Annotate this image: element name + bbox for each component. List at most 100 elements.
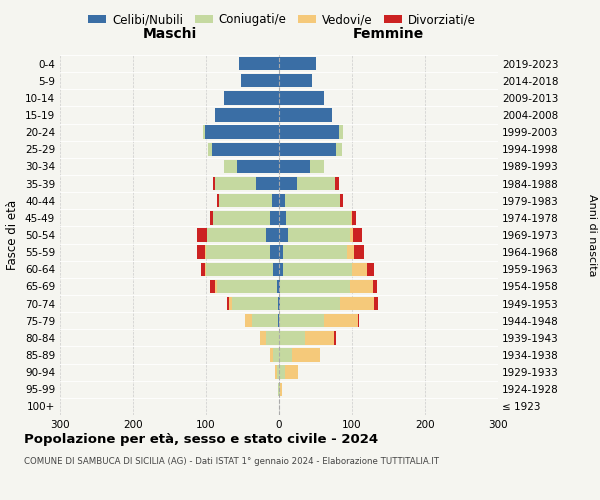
Bar bbox=[354, 246, 364, 259]
Bar bbox=[214, 177, 215, 190]
Bar bbox=[292, 348, 320, 362]
Bar bbox=[352, 211, 356, 224]
Bar bbox=[197, 228, 207, 241]
Bar bbox=[229, 297, 232, 310]
Bar bbox=[280, 382, 282, 396]
Bar bbox=[227, 297, 229, 310]
Bar bbox=[239, 57, 279, 70]
Legend: Celibi/Nubili, Coniugati/e, Vedovi/e, Divorziati/e: Celibi/Nubili, Coniugati/e, Vedovi/e, Di… bbox=[83, 8, 481, 31]
Bar bbox=[215, 280, 217, 293]
Bar bbox=[207, 228, 208, 241]
Bar bbox=[339, 126, 343, 139]
Bar bbox=[340, 297, 374, 310]
Bar bbox=[278, 314, 279, 328]
Bar bbox=[270, 246, 279, 259]
Bar bbox=[279, 91, 324, 104]
Bar bbox=[334, 331, 336, 344]
Bar bbox=[224, 91, 279, 104]
Bar bbox=[279, 246, 283, 259]
Bar bbox=[260, 331, 266, 344]
Bar bbox=[279, 314, 324, 328]
Bar bbox=[252, 314, 278, 328]
Bar bbox=[285, 194, 340, 207]
Bar bbox=[214, 211, 270, 224]
Bar bbox=[280, 280, 350, 293]
Bar bbox=[266, 331, 279, 344]
Bar bbox=[278, 382, 279, 396]
Bar bbox=[232, 297, 278, 310]
Bar bbox=[279, 194, 285, 207]
Bar bbox=[285, 366, 298, 379]
Bar bbox=[279, 348, 292, 362]
Bar bbox=[279, 177, 297, 190]
Bar bbox=[279, 280, 280, 293]
Bar bbox=[336, 142, 342, 156]
Bar bbox=[209, 280, 215, 293]
Bar bbox=[279, 142, 336, 156]
Bar bbox=[350, 211, 352, 224]
Bar bbox=[279, 262, 283, 276]
Bar bbox=[374, 297, 377, 310]
Bar bbox=[197, 246, 205, 259]
Bar bbox=[245, 314, 252, 328]
Bar bbox=[279, 211, 286, 224]
Bar bbox=[277, 366, 279, 379]
Bar bbox=[219, 194, 272, 207]
Bar bbox=[297, 177, 335, 190]
Bar bbox=[217, 280, 277, 293]
Bar bbox=[273, 262, 279, 276]
Bar bbox=[350, 228, 353, 241]
Bar bbox=[278, 297, 279, 310]
Bar bbox=[203, 126, 205, 139]
Bar bbox=[241, 74, 279, 88]
Bar bbox=[358, 314, 359, 328]
Bar bbox=[270, 211, 279, 224]
Text: COMUNE DI SAMBUCA DI SICILIA (AG) - Dati ISTAT 1° gennaio 2024 - Elaborazione TU: COMUNE DI SAMBUCA DI SICILIA (AG) - Dati… bbox=[24, 457, 439, 466]
Bar bbox=[201, 262, 205, 276]
Bar bbox=[209, 211, 214, 224]
Bar bbox=[288, 228, 350, 241]
Bar bbox=[215, 108, 279, 122]
Bar bbox=[236, 160, 279, 173]
Bar bbox=[373, 280, 377, 293]
Bar bbox=[279, 57, 316, 70]
Bar bbox=[205, 246, 206, 259]
Bar bbox=[206, 262, 273, 276]
Bar bbox=[347, 246, 354, 259]
Bar bbox=[206, 246, 270, 259]
Bar bbox=[279, 74, 312, 88]
Bar bbox=[367, 262, 374, 276]
Bar bbox=[280, 297, 340, 310]
Bar bbox=[208, 142, 212, 156]
Bar bbox=[279, 297, 280, 310]
Text: Femmine: Femmine bbox=[353, 28, 424, 42]
Bar bbox=[279, 228, 288, 241]
Bar bbox=[215, 177, 256, 190]
Bar bbox=[273, 348, 279, 362]
Bar bbox=[272, 194, 279, 207]
Bar bbox=[205, 262, 206, 276]
Bar bbox=[208, 228, 266, 241]
Bar bbox=[324, 314, 358, 328]
Text: Maschi: Maschi bbox=[142, 28, 197, 42]
Bar bbox=[212, 142, 279, 156]
Bar bbox=[286, 211, 350, 224]
Bar bbox=[310, 160, 324, 173]
Text: Anni di nascita: Anni di nascita bbox=[587, 194, 597, 276]
Bar bbox=[217, 194, 219, 207]
Bar bbox=[269, 348, 273, 362]
Bar bbox=[352, 262, 367, 276]
Bar bbox=[275, 366, 277, 379]
Bar bbox=[335, 177, 339, 190]
Bar bbox=[279, 331, 305, 344]
Bar bbox=[283, 246, 347, 259]
Bar bbox=[350, 280, 373, 293]
Bar bbox=[283, 262, 352, 276]
Bar bbox=[340, 194, 343, 207]
Bar bbox=[256, 177, 279, 190]
Text: Popolazione per età, sesso e stato civile - 2024: Popolazione per età, sesso e stato civil… bbox=[24, 432, 378, 446]
Y-axis label: Fasce di età: Fasce di età bbox=[7, 200, 19, 270]
Bar bbox=[305, 331, 334, 344]
Bar bbox=[279, 126, 339, 139]
Bar bbox=[277, 280, 279, 293]
